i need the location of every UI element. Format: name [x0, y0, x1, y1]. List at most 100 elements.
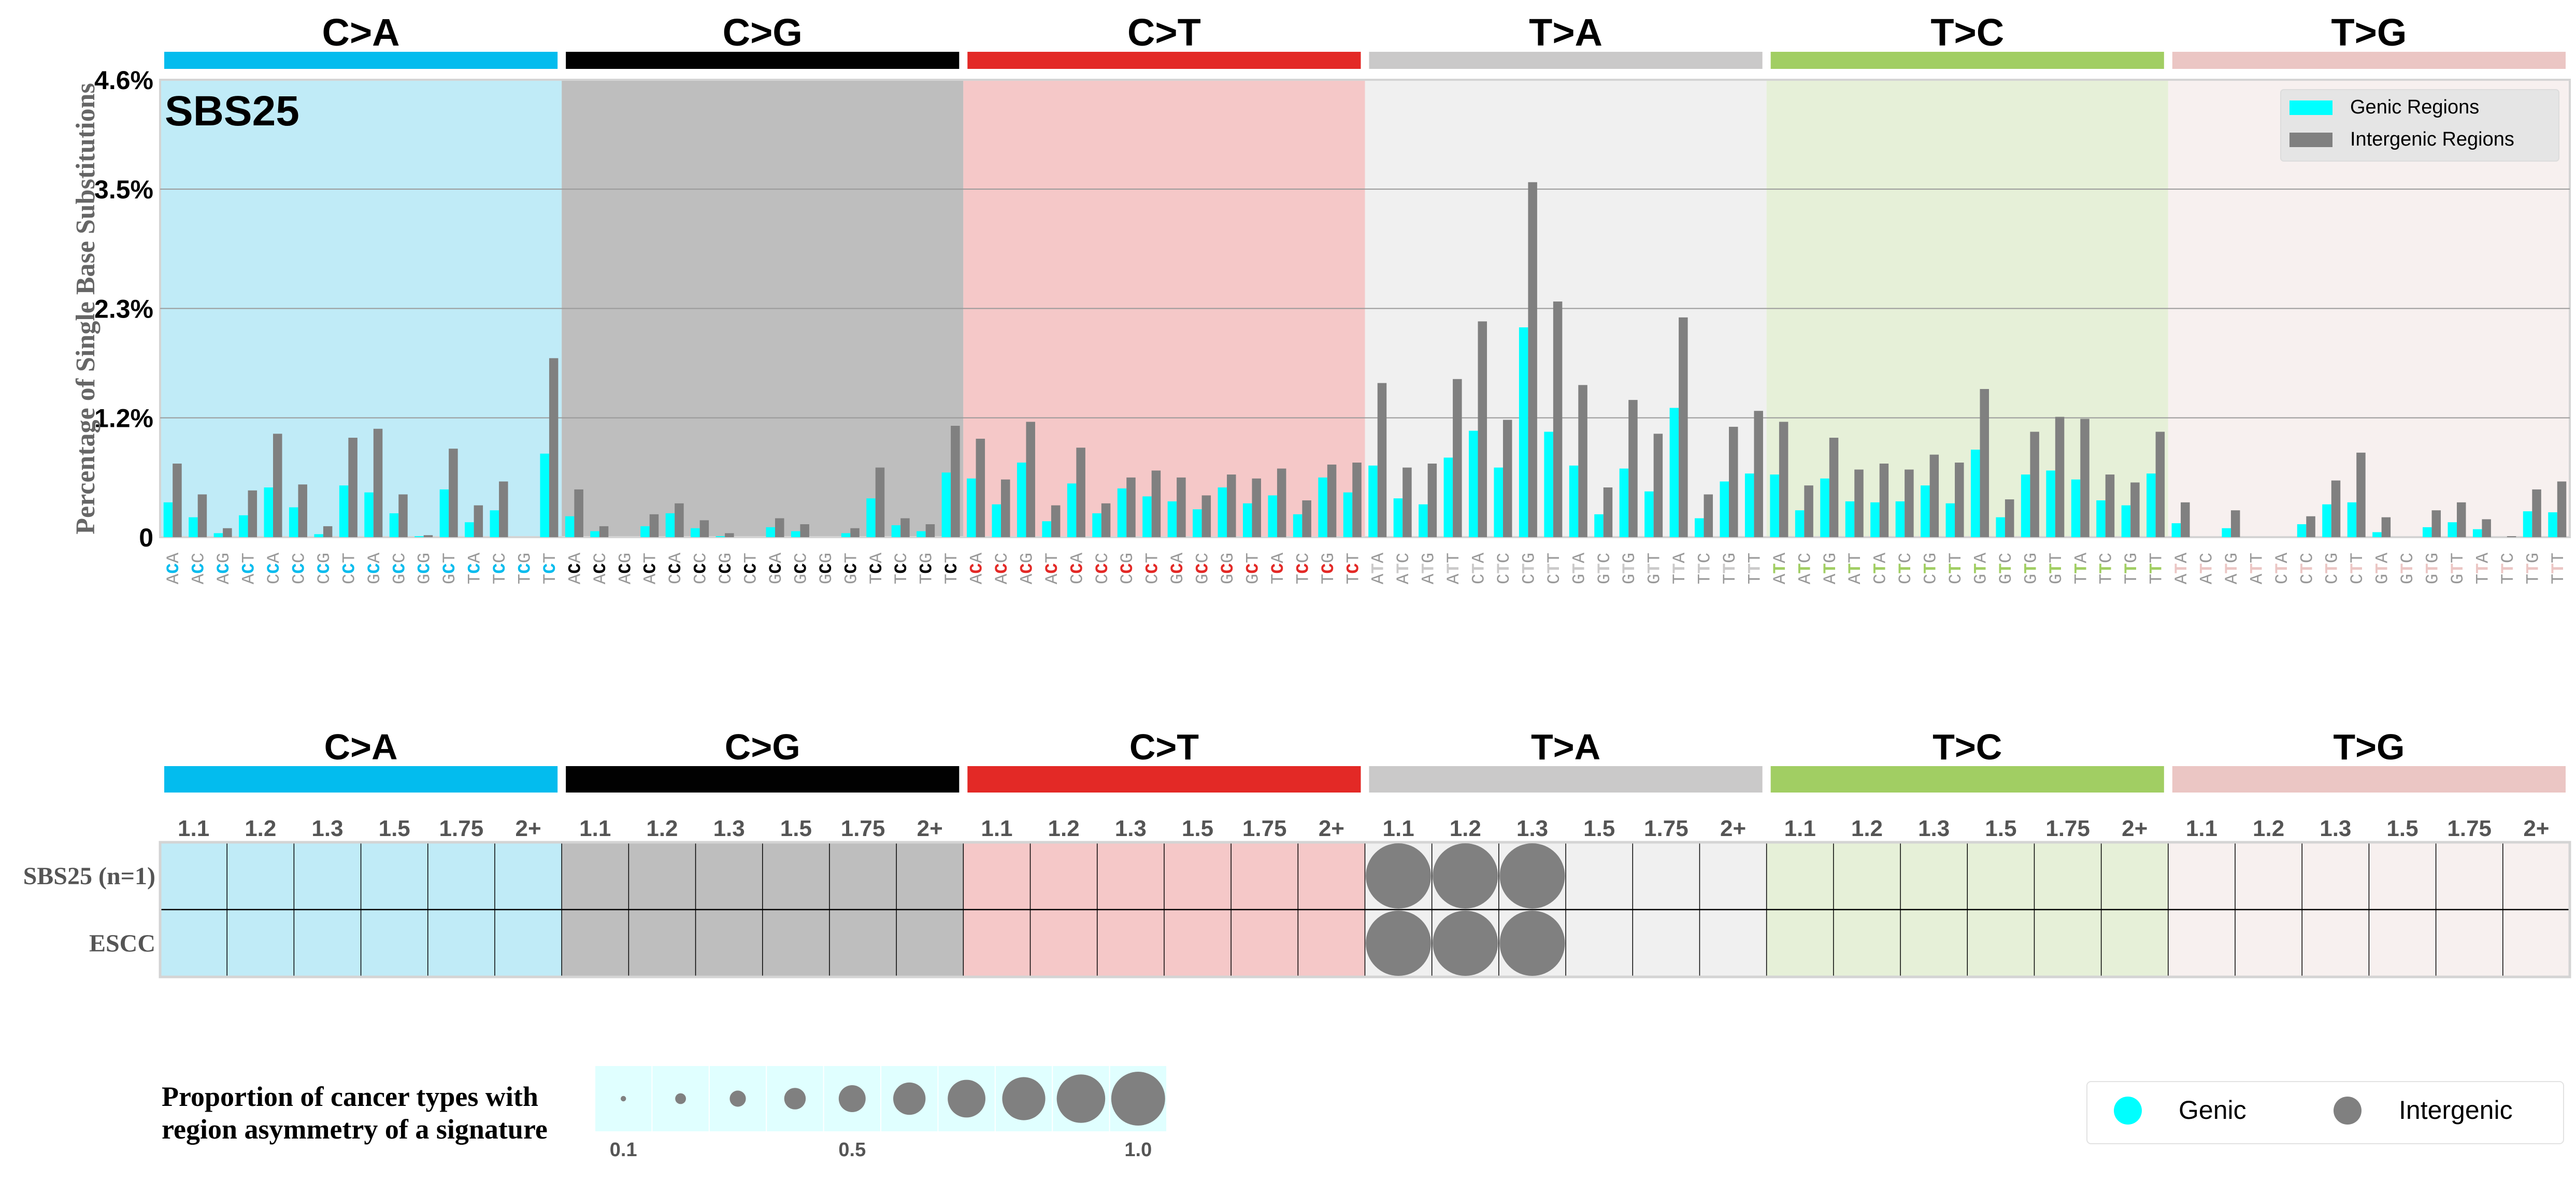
x-tick-label: ACG: [214, 553, 234, 584]
x-tick-label: ACA: [566, 552, 585, 584]
threshold-label: 1.1: [981, 816, 1012, 841]
x-tick-label: GTC: [1997, 553, 2016, 584]
intergenic-bar: [1628, 400, 1638, 537]
grid-group-label: C>G: [725, 727, 800, 767]
threshold-label: 1.5: [1182, 816, 1213, 841]
intergenic-bar: [1754, 411, 1763, 537]
intergenic-bar: [2030, 431, 2039, 537]
genic-bar: [565, 516, 575, 537]
genic-bar: [1895, 501, 1905, 537]
x-tick-label: CTC: [2298, 553, 2317, 584]
x-tick-label: CTA: [2273, 552, 2293, 584]
intergenic-bar: [1453, 379, 1462, 537]
x-tick-label: TCA: [466, 552, 485, 584]
x-tick-label: CCT: [742, 553, 762, 584]
intergenic-bar: [925, 524, 935, 537]
x-tick-label: CCA: [1068, 552, 1087, 584]
x-tick-label: GCA: [365, 552, 385, 584]
intergenic-bar: [675, 503, 684, 537]
genic-bar: [941, 472, 951, 537]
genic-bar: [2472, 529, 2482, 537]
genic-bar: [239, 515, 248, 537]
group-color-bar: [164, 52, 558, 69]
x-tick-label: GTT: [2449, 553, 2468, 584]
x-tick-label: ATC: [1394, 553, 1414, 584]
threshold-label: 1.3: [1516, 816, 1548, 841]
intergenic-bar: [1252, 478, 1261, 537]
intergenic-bar: [1076, 448, 1085, 537]
intergenic-bar: [775, 518, 784, 537]
threshold-label: 1.75: [439, 816, 484, 841]
x-tick-label: ATC: [1796, 553, 1815, 584]
x-tick-label: TCC: [491, 553, 510, 584]
x-tick-label: ACG: [616, 553, 636, 584]
threshold-label: 1.2: [1851, 816, 1883, 841]
x-tick-label: CCA: [265, 552, 284, 584]
grid-group-label: C>T: [1129, 727, 1199, 767]
intergenic-bar: [1929, 454, 1939, 537]
intergenic-bar: [449, 449, 458, 537]
threshold-label: 1.1: [579, 816, 611, 841]
genic-bar: [1820, 478, 1829, 537]
intergenic-bar: [1553, 301, 1563, 537]
intergenic-bar: [1603, 487, 1613, 537]
intergenic-bar: [2155, 431, 2165, 537]
intergenic-bar: [1051, 505, 1061, 537]
intergenic-bar: [273, 434, 282, 537]
group-color-bar: [566, 52, 960, 69]
x-tick-label: GTG: [2022, 553, 2041, 584]
genic-bar: [841, 533, 851, 537]
genic-bar: [1193, 509, 1202, 537]
intergenic-bar: [2381, 517, 2391, 537]
x-tick-label: ACG: [1018, 553, 1037, 584]
x-tick-label: ATT: [2248, 553, 2267, 584]
x-tick-label: GTA: [2373, 552, 2393, 584]
genic-bar: [1242, 503, 1252, 537]
x-tick-label: CCG: [717, 553, 736, 584]
x-tick-label: ACA: [164, 552, 184, 584]
x-tick-label: GCC: [792, 553, 811, 584]
intergenic-bar: [298, 484, 307, 537]
x-tick-label: CCG: [1118, 553, 1138, 584]
genic-bar: [2071, 479, 2081, 537]
color-legend-label: Genic: [2179, 1096, 2246, 1125]
grid-group-label: T>G: [2333, 727, 2405, 767]
grid-group-label: T>A: [1531, 727, 1600, 767]
intergenic-bar: [1277, 468, 1286, 537]
intergenic-bar: [2055, 416, 2065, 537]
intergenic-legend-dot: [2334, 1097, 2362, 1125]
size-legend-dot: [1002, 1077, 1046, 1120]
x-tick-label: ATG: [2223, 553, 2242, 584]
intergenic-bar: [1502, 420, 1512, 537]
x-tick-label: CCT: [1143, 553, 1163, 584]
legend: Genic Regions Intergenic Regions: [2280, 89, 2559, 162]
x-tick-label: CTT: [1947, 553, 1966, 584]
group-label: C>G: [723, 11, 803, 54]
x-tick-label: GCT: [1243, 553, 1263, 584]
intergenic-bar: [1955, 463, 1964, 537]
intergenic-bar: [2482, 519, 2491, 537]
size-legend-label: 0.1: [610, 1139, 637, 1161]
genic-bar: [213, 533, 223, 537]
intergenic-bar: [1327, 464, 1337, 537]
threshold-label: 1.5: [780, 816, 812, 841]
group-color-bar: [1369, 52, 1763, 69]
genic-bar: [1318, 477, 1327, 537]
genic-bar: [1921, 485, 1930, 537]
threshold-label: 1.5: [379, 816, 410, 841]
x-tick-label: ACA: [968, 552, 988, 584]
legend-label: Intergenic Regions: [2350, 128, 2514, 150]
intergenic-bar: [1126, 477, 1136, 537]
asymmetry-dot: [1499, 911, 1565, 976]
genic-legend-dot: [2114, 1097, 2142, 1125]
genic-bar: [163, 502, 173, 537]
x-tick-label: GTC: [2398, 553, 2418, 584]
x-tick-label: CCC: [290, 553, 309, 584]
intergenic-bar: [1980, 388, 1989, 537]
threshold-label: 2+: [1720, 816, 1746, 841]
intergenic-bar: [1728, 426, 1738, 537]
intergenic-bar: [850, 528, 860, 537]
genic-bar: [1268, 495, 1277, 537]
genic-bar: [1870, 502, 1880, 537]
genic-bar: [665, 513, 675, 537]
